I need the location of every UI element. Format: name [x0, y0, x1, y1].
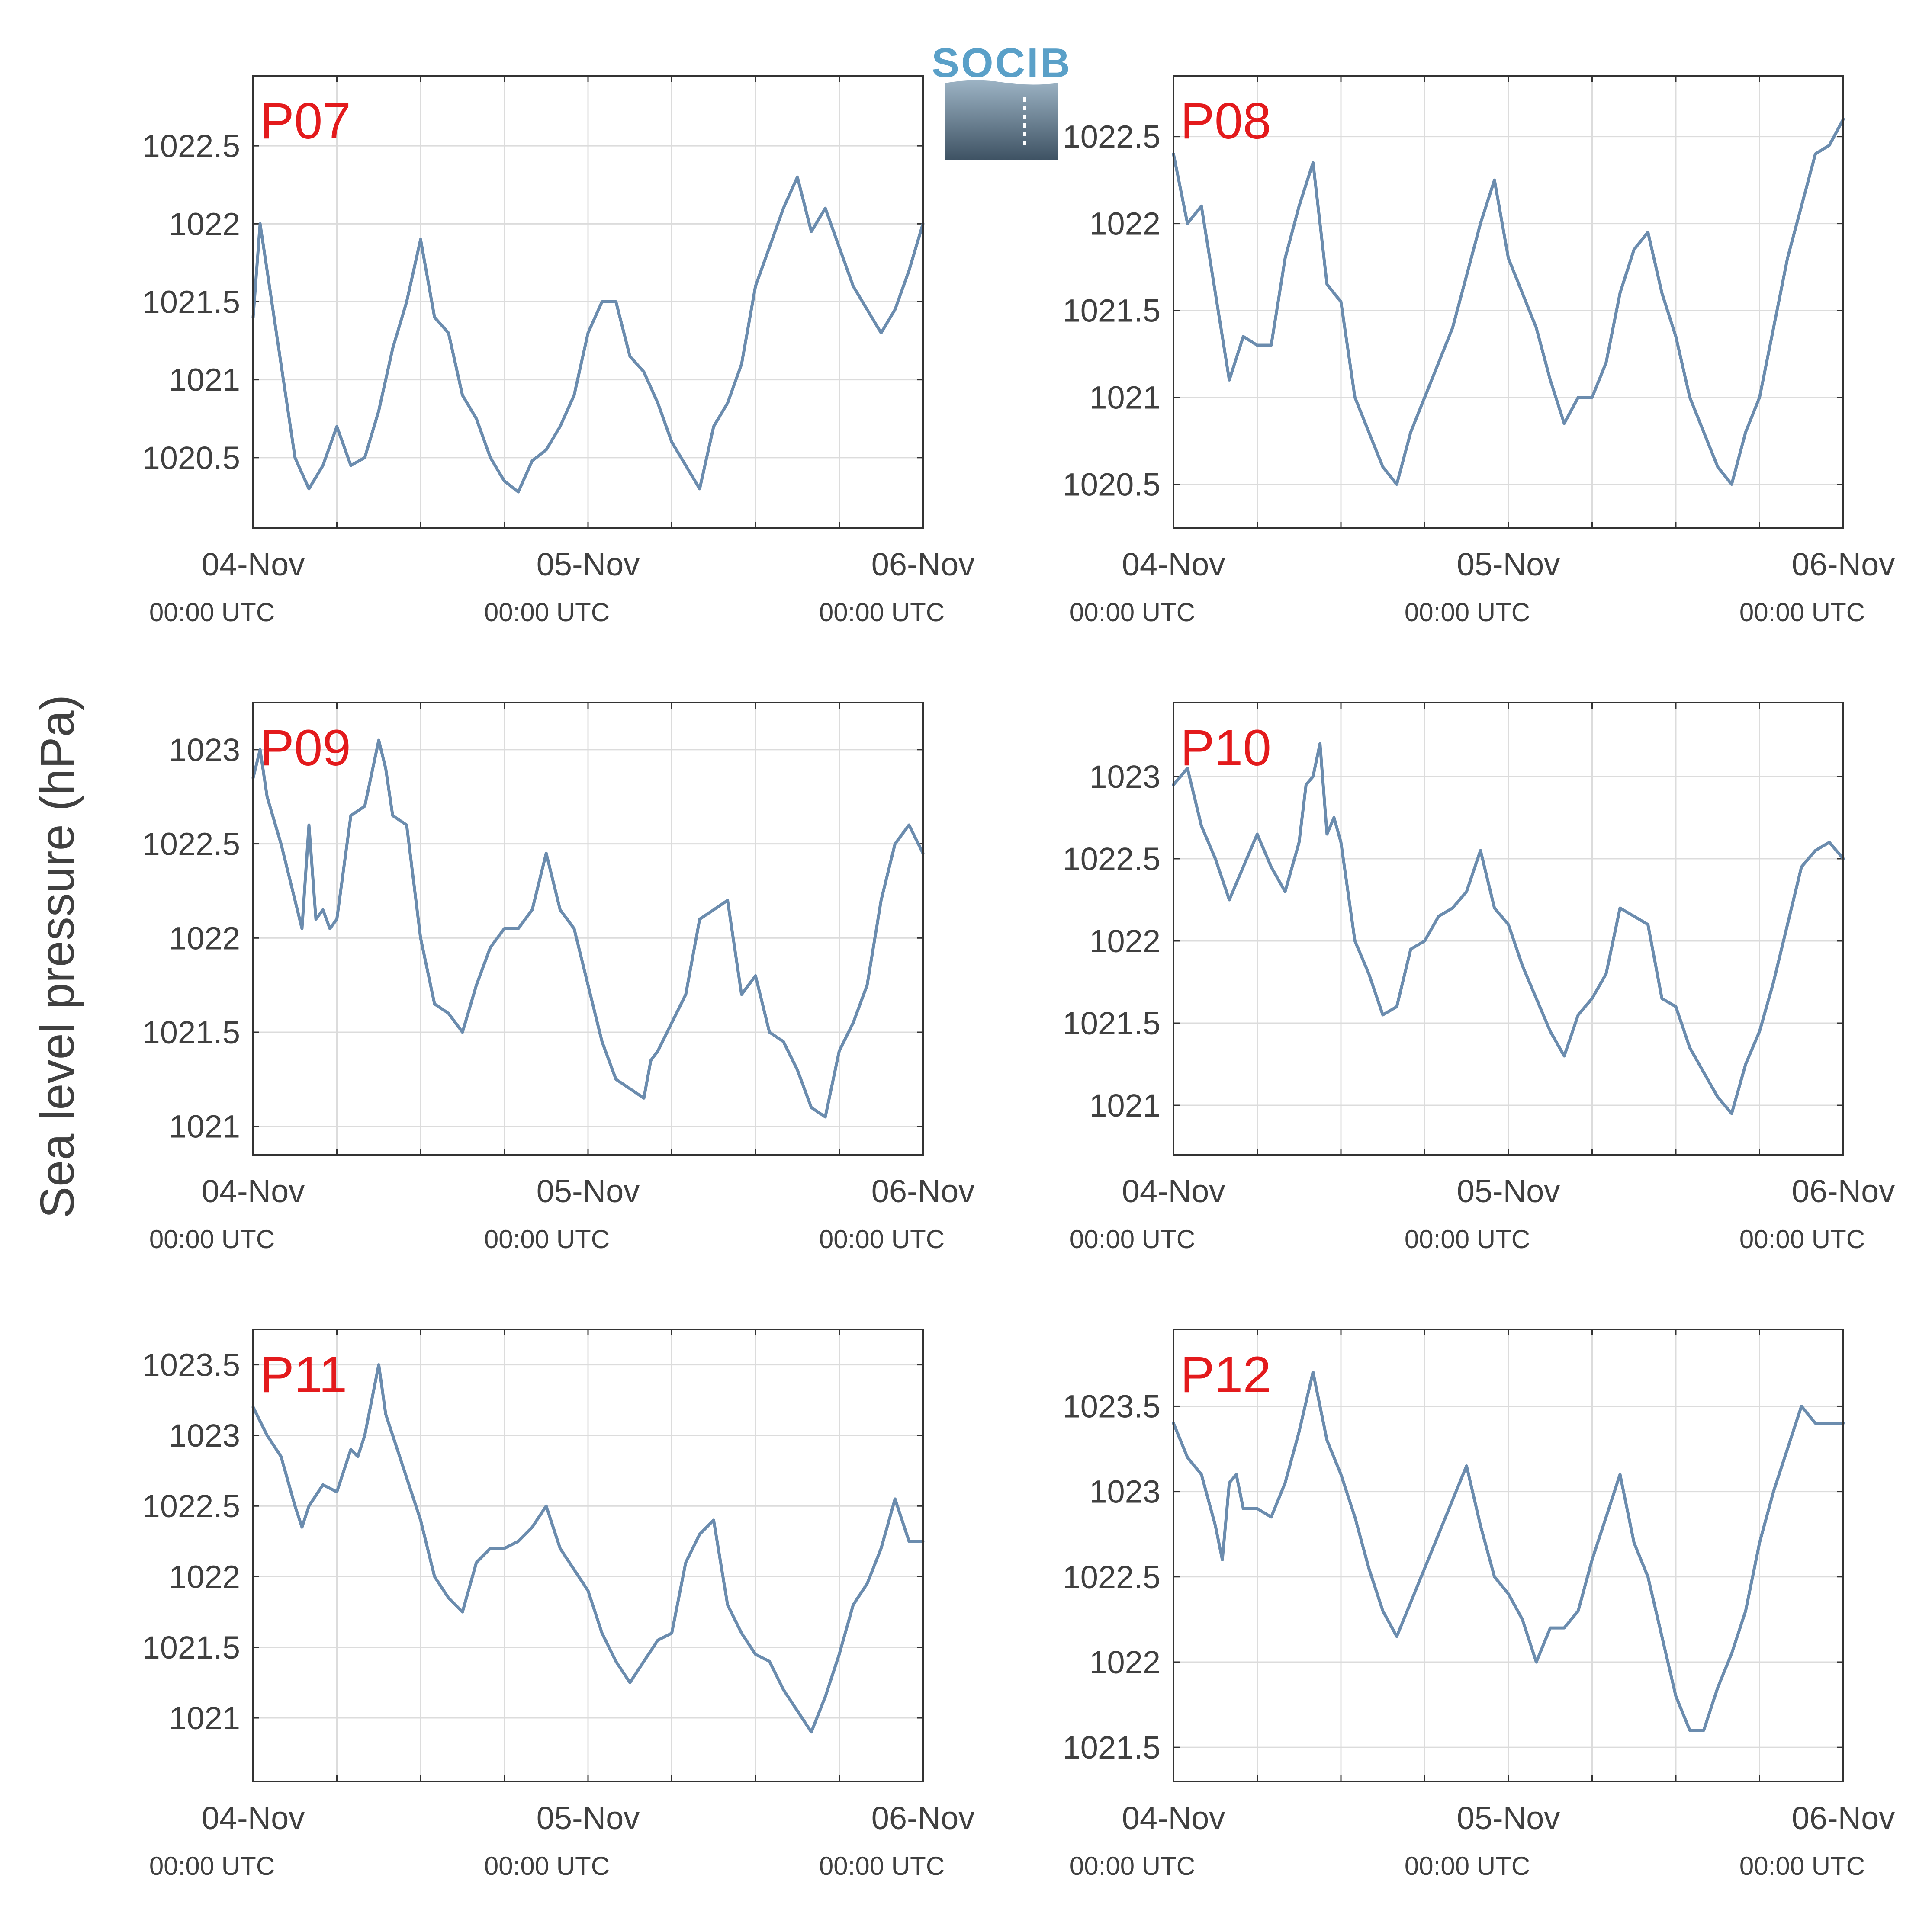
series-line: [251, 738, 925, 1119]
plot-frame: [1173, 1329, 1844, 1782]
y-tick-label: 1021.5: [142, 284, 240, 320]
x-tick-label: 05-Nov: [537, 1800, 640, 1836]
panel-p09: 1021 1021.5 1022 1022.5 1023 04-Nov 00:00 UTC 0…: [142, 702, 975, 1254]
logo-text: SOCIB: [932, 40, 1072, 86]
x-tick-sublabel: 00:00 UTC: [484, 1852, 610, 1881]
x-tick-sublabel: 00:00 UTC: [149, 1225, 275, 1254]
x-tick-label: 04-Nov: [202, 546, 305, 582]
x-tick-sublabel: 00:00 UTC: [1739, 1852, 1865, 1881]
y-tick-label: 1020.5: [142, 440, 240, 476]
y-tick-label: 1023: [1089, 759, 1160, 795]
x-tick-label: 05-Nov: [1457, 1173, 1560, 1209]
x-tick-sublabel: 00:00 UTC: [819, 598, 945, 627]
panel-label: P08: [1180, 93, 1271, 150]
x-tick-sublabel: 00:00 UTC: [149, 1852, 275, 1881]
y-tick-label: 1022.5: [1063, 1559, 1160, 1595]
y-tick-label: 1021.5: [1063, 1730, 1160, 1765]
panel-label: P12: [1180, 1346, 1271, 1403]
panel-label: P09: [260, 719, 351, 777]
x-tick-sublabel: 00:00 UTC: [1405, 598, 1530, 627]
y-tick-label: 1023.5: [1063, 1388, 1160, 1424]
x-tick-label: 05-Nov: [537, 1173, 640, 1209]
y-tick-label: 1021.5: [142, 1630, 240, 1666]
plot-frame: [1173, 702, 1844, 1156]
panel-p10: 1021 1021.5 1022 1022.5 1023 04-Nov 00:00 UTC 0…: [1063, 702, 1895, 1254]
x-tick-sublabel: 00:00 UTC: [1070, 1852, 1195, 1881]
x-tick-label: 04-Nov: [1122, 1800, 1225, 1836]
y-tick-label: 1021: [169, 362, 240, 398]
y-tick-label: 1021: [169, 1700, 240, 1736]
x-tick-label: 04-Nov: [1122, 1173, 1225, 1209]
y-tick-label: 1022.5: [142, 1488, 240, 1524]
panel-p11: 1021 1021.5 1022 1022.5 1023 1023.5 04-Nov 00:0…: [142, 1329, 975, 1881]
y-tick-label: 1021.5: [1063, 1005, 1160, 1041]
y-tick-label: 1022.5: [142, 826, 240, 862]
x-tick-label: 06-Nov: [871, 546, 975, 582]
x-tick-sublabel: 00:00 UTC: [484, 1225, 610, 1254]
y-tick-label: 1023: [169, 732, 240, 768]
y-tick-label: 1021.5: [1063, 293, 1160, 329]
x-tick-label: 04-Nov: [202, 1173, 305, 1209]
x-tick-sublabel: 00:00 UTC: [1739, 598, 1865, 627]
y-tick-label: 1022: [1089, 206, 1160, 242]
y-tick-label: 1021: [169, 1109, 240, 1145]
x-tick-label: 05-Nov: [1457, 546, 1560, 582]
y-tick-label: 1022: [169, 206, 240, 242]
x-tick-sublabel: 00:00 UTC: [819, 1225, 945, 1254]
x-tick-label: 06-Nov: [871, 1800, 975, 1836]
plot-frame: [1173, 75, 1844, 529]
x-tick-label: 06-Nov: [1792, 1800, 1895, 1836]
y-tick-label: 1021: [1089, 380, 1160, 416]
panel-label: P07: [260, 93, 351, 150]
y-tick-label: 1022.5: [1063, 841, 1160, 877]
x-tick-label: 06-Nov: [871, 1173, 975, 1209]
y-tick-label: 1021.5: [142, 1014, 240, 1050]
x-tick-sublabel: 00:00 UTC: [1739, 1225, 1865, 1254]
y-tick-label: 1023: [1089, 1474, 1160, 1510]
y-tick-label: 1022.5: [1063, 119, 1160, 155]
series-line: [1172, 118, 1845, 486]
y-tick-label: 1023.5: [142, 1347, 240, 1383]
logo-wave: [945, 78, 1058, 85]
x-tick-label: 05-Nov: [537, 546, 640, 582]
y-tick-label: 1022: [169, 920, 240, 956]
logo-block: [945, 78, 1058, 160]
y-tick-label: 1022.5: [142, 128, 240, 164]
x-tick-sublabel: 00:00 UTC: [819, 1852, 945, 1881]
y-tick-label: 1022: [169, 1559, 240, 1595]
panel-p07: 1020.5 1021 1021.5 1022 1022.5 04-Nov 00:00 UT…: [142, 75, 975, 627]
series-line: [1172, 742, 1845, 1115]
panel-p12: 1021.5 1022 1022.5 1023 1023.5 04-Nov 00:00 UT…: [1063, 1329, 1895, 1881]
panel-p08: 1020.5 1021 1021.5 1022 1022.5 04-Nov 00:00 UT…: [1063, 75, 1895, 627]
x-tick-label: 06-Nov: [1792, 1173, 1895, 1209]
panel-label: P10: [1180, 719, 1271, 777]
y-tick-label: 1020.5: [1063, 467, 1160, 503]
x-tick-label: 04-Nov: [1122, 546, 1225, 582]
plot-frame: [252, 702, 924, 1156]
y-tick-label: 1023: [169, 1418, 240, 1454]
series-line: [1172, 1371, 1845, 1732]
plot-frame: [252, 1329, 924, 1782]
plot-frame: [252, 75, 924, 529]
y-tick-label: 1022: [1089, 923, 1160, 959]
x-tick-sublabel: 00:00 UTC: [149, 598, 275, 627]
series-line: [251, 1363, 925, 1734]
x-tick-sublabel: 00:00 UTC: [1405, 1225, 1530, 1254]
x-tick-sublabel: 00:00 UTC: [484, 598, 610, 627]
x-tick-sublabel: 00:00 UTC: [1070, 598, 1195, 627]
y-tick-label: 1022: [1089, 1644, 1160, 1680]
series-line: [251, 175, 925, 494]
x-tick-label: 06-Nov: [1792, 546, 1895, 582]
x-tick-sublabel: 00:00 UTC: [1405, 1852, 1530, 1881]
x-tick-label: 05-Nov: [1457, 1800, 1560, 1836]
x-tick-label: 04-Nov: [202, 1800, 305, 1836]
socib-logo: SOCIB: [932, 40, 1072, 160]
panel-label: P11: [260, 1346, 347, 1403]
x-tick-sublabel: 00:00 UTC: [1070, 1225, 1195, 1254]
panels: 1020.5 1021 1021.5 1022 1022.5 04-Nov 00:00 UT…: [142, 75, 1895, 1881]
y-axis-label: Sea level pressure (hPa): [31, 695, 84, 1219]
y-tick-label: 1021: [1089, 1088, 1160, 1123]
